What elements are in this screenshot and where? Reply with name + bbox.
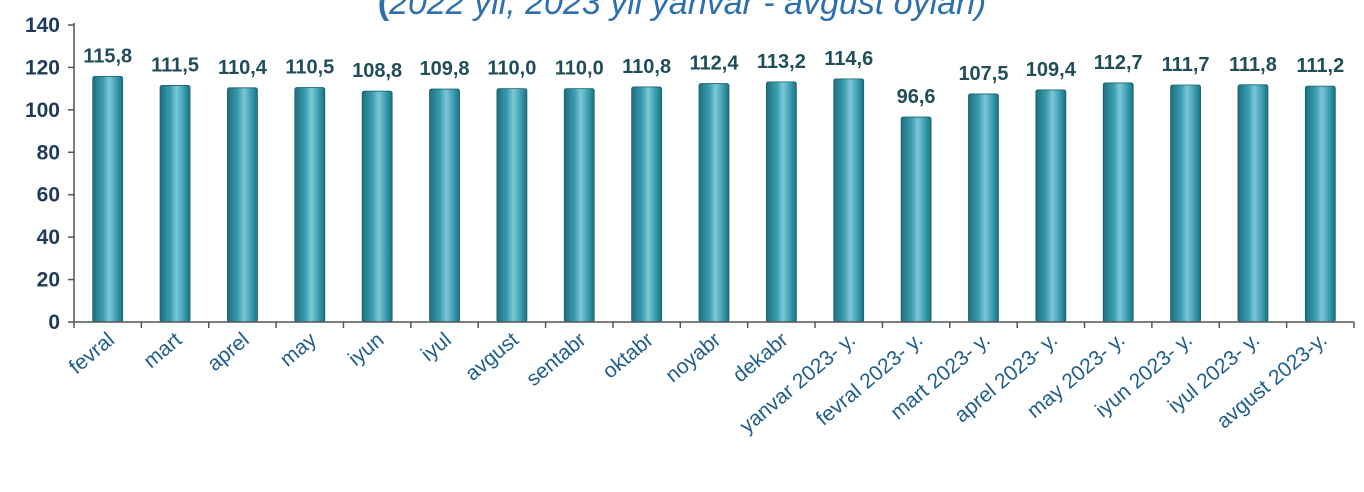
data-label: 112,4 [690,53,740,75]
y-axis-ticks: 0 20 40 60 80 100 120 140 [25,14,74,334]
data-label: 108,8 [352,60,402,82]
data-label: 111,7 [1162,54,1210,76]
bars [92,75,1336,323]
x-tick-label: sentabr [522,328,590,391]
data-label: 113,2 [757,51,806,73]
bar [361,90,393,323]
data-label: 109,8 [419,58,469,80]
y-tick-label: 0 [48,311,60,334]
chart-title: (2022 yil, 2023 yil yanvar - avgust oyla… [378,0,987,22]
data-label: 110,0 [487,58,536,80]
y-tick-label: 20 [37,269,60,292]
bar [1035,89,1067,323]
x-tick-label: noyabr [661,328,725,387]
data-label: 110,0 [555,58,604,80]
x-tick-label: aprel [203,328,254,376]
bar [968,93,999,323]
data-label: 96,6 [897,86,936,108]
data-label: 110,5 [285,57,334,79]
bar [765,81,797,323]
data-label: 107,5 [958,63,1008,85]
bar [698,83,730,323]
y-tick-label: 100 [25,99,60,122]
data-label: 110,4 [218,57,268,79]
bar [900,116,932,323]
data-labels: 115,8 111,5 110,4 110,5 108,8 109,8 110,0 110,0… [83,45,1344,108]
x-tick-label: yanvar 2023- y. [735,328,859,438]
data-label: 110,8 [622,56,671,78]
bar [1170,84,1201,323]
y-tick-label: 120 [25,56,60,79]
y-tick-label: 140 [25,14,60,37]
data-label: 111,5 [151,54,199,76]
bar [159,85,191,323]
x-tick-label: mart [139,328,186,373]
bar [631,86,663,323]
bar [496,88,528,323]
x-tick-label: avgust [461,328,523,385]
bar [92,75,124,323]
y-tick-label: 80 [37,141,60,164]
y-tick-label: 60 [37,184,60,207]
chart-title-text: 2022 yil, 2023 yil yanvar - avgust oylar… [388,0,986,22]
x-tick-label: iyun [344,328,388,370]
x-tick-label: fevral [65,328,119,379]
x-tick-label: oktabr [598,328,658,383]
bar [1237,84,1269,323]
data-label: 109,4 [1026,59,1077,81]
x-tick-label: may [276,328,322,371]
y-tick-label: 40 [37,226,60,249]
data-label: 111,8 [1229,54,1277,76]
data-label: 115,8 [83,45,132,67]
data-label: 111,2 [1296,55,1344,77]
bar [429,88,460,323]
x-tick-label: iyul [417,328,456,366]
bar [227,87,258,323]
bar [1304,85,1336,323]
bar [294,87,326,323]
x-tick-label: dekabr [729,328,793,387]
bar [833,78,865,323]
bar [563,88,595,323]
data-label: 112,7 [1094,52,1143,74]
data-label: 114,6 [824,48,873,70]
chart-title-paren: ( [378,0,390,22]
bar [1102,82,1134,323]
